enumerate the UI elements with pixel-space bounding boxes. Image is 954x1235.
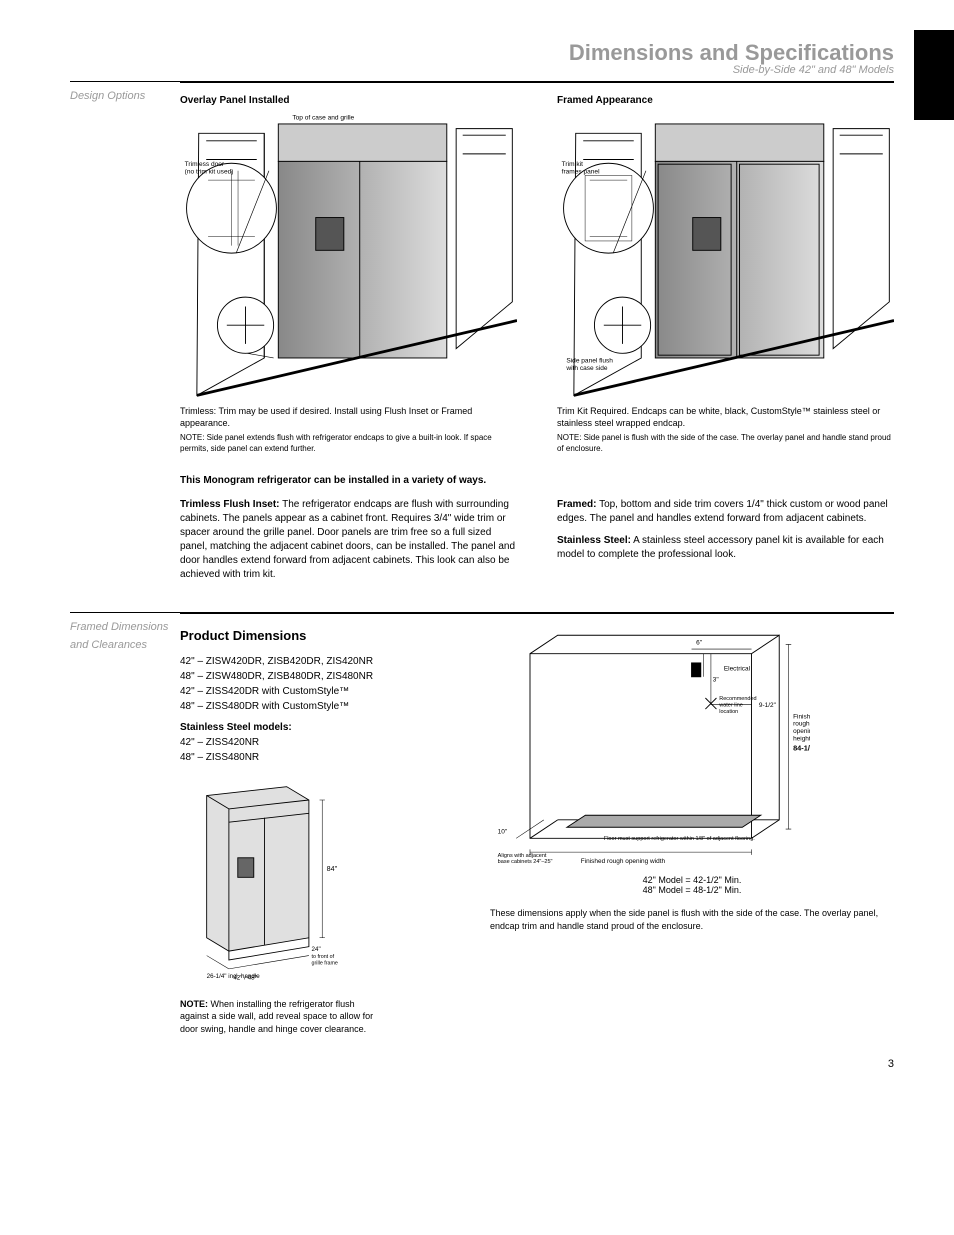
opening-body: These dimensions apply when the side pan… (490, 907, 894, 932)
svg-text:opening: opening (793, 728, 810, 735)
svg-text:Finished: Finished (793, 713, 810, 720)
svg-text:base cabinets 24"–25": base cabinets 24"–25" (498, 859, 553, 865)
framed-caption: Trim Kit Required. Endcaps can be white,… (557, 406, 894, 429)
product-dims-figure: 84" 24" to front of grille frame 26-1/4"… (180, 775, 340, 985)
svg-text:height: height (793, 736, 810, 743)
header-title: Dimensions and Specifications (569, 40, 894, 65)
svg-text:84-1/2" Min.: 84-1/2" Min. (793, 744, 810, 753)
svg-text:Floor must support refrigerato: Floor must support refrigerator within 1… (604, 836, 755, 842)
svg-text:Side panel flush: Side panel flush (566, 358, 613, 365)
svg-text:to front of: to front of (312, 954, 335, 960)
text-col-b: Framed: Top, bottom and side trim covers… (557, 498, 894, 582)
framed-heading: Framed Appearance (557, 95, 894, 106)
svg-text:Trim kit: Trim kit (562, 161, 583, 168)
text-col-a: Trimless Flush Inset: The refrigerator e… (180, 498, 517, 582)
svg-text:(no trim kit used): (no trim kit used) (185, 169, 234, 176)
overlay-note: NOTE: Side panel extends flush with refr… (180, 433, 517, 454)
svg-text:84": 84" (327, 865, 338, 873)
framed-note: NOTE: Side panel is flush with the side … (557, 433, 894, 454)
svg-text:frames panel: frames panel (562, 169, 600, 176)
svg-text:rough: rough (793, 721, 810, 728)
framed-figure-col: Framed Appearance (557, 95, 894, 454)
svg-text:3": 3" (713, 677, 720, 684)
opening-block: 6" Electrical Recommended water line loc… (490, 626, 894, 1035)
svg-text:Recommended: Recommended (719, 696, 756, 702)
framed-illustration: Trim kit frames panel Side panel flush w… (557, 110, 894, 400)
overlay-heading: Overlay Panel Installed (180, 95, 517, 106)
svg-text:water line: water line (718, 702, 743, 708)
opening-figure: 6" Electrical Recommended water line loc… (490, 626, 810, 866)
install-note: NOTE: When installing the refrigerator f… (180, 998, 380, 1036)
svg-text:Finished rough opening width: Finished rough opening width (581, 858, 666, 865)
svg-text:with case side: with case side (565, 365, 607, 372)
section2-label: Framed Dimensions and Clearances (70, 621, 168, 651)
svg-text:Electrical: Electrical (724, 665, 750, 672)
product-dims-block: Product Dimensions 42" – ZISW420DR, ZISB… (180, 626, 460, 1035)
side-tab (914, 30, 954, 120)
overlay-caption: Trimless: Trim may be used if desired. I… (180, 406, 517, 429)
svg-text:42" / 48": 42" / 48" (233, 974, 256, 981)
svg-text:Top of case and grille: Top of case and grille (292, 114, 354, 121)
svg-text:6": 6" (696, 640, 703, 647)
svg-text:10": 10" (498, 829, 508, 836)
svg-text:9-1/2": 9-1/2" (759, 702, 777, 709)
callout-trimless: Trimless door (185, 161, 225, 168)
intro-bold: This Monogram refrigerator can be instal… (180, 475, 486, 486)
product-dims-heading: Product Dimensions (180, 626, 460, 646)
page-number: 3 (888, 1058, 894, 1070)
svg-text:Aligns with adjacent: Aligns with adjacent (498, 853, 547, 859)
svg-text:grille frame: grille frame (312, 960, 338, 966)
section1-label: Design Options (70, 90, 145, 102)
svg-text:24": 24" (312, 946, 321, 953)
overlay-figure-col: Overlay Panel Installed (180, 95, 517, 454)
svg-text:location: location (719, 709, 738, 715)
overlay-illustration: Trimless door (no trim kit used) Top of … (180, 110, 517, 400)
page-header: Dimensions and Specifications Side-by-Si… (70, 40, 894, 76)
header-subtitle: Side-by-Side 42" and 48" Models (70, 64, 894, 76)
